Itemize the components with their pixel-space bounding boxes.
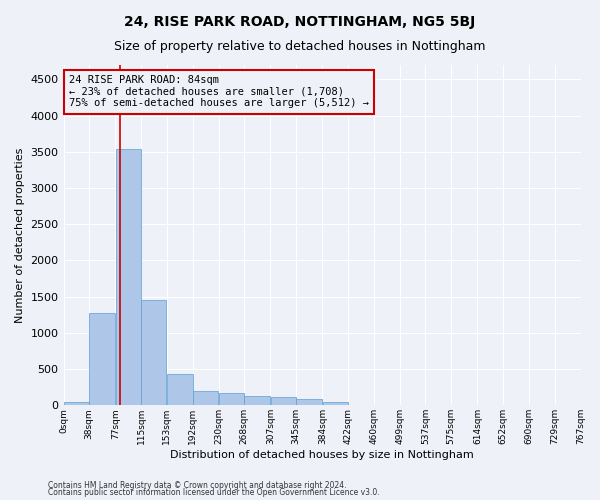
Bar [193, 391, 218, 406]
Text: Size of property relative to detached houses in Nottingham: Size of property relative to detached ho… [114, 40, 486, 53]
Text: Contains HM Land Registry data © Crown copyright and database right 2024.: Contains HM Land Registry data © Crown c… [48, 480, 347, 490]
Bar [296, 400, 322, 406]
Text: Contains public sector information licensed under the Open Government Licence v3: Contains public sector information licen… [48, 488, 380, 497]
Bar [116, 149, 141, 406]
Y-axis label: Number of detached properties: Number of detached properties [15, 148, 25, 323]
Bar [64, 402, 89, 406]
Bar [348, 404, 373, 406]
Bar [167, 374, 193, 406]
Bar [219, 393, 244, 406]
Bar [425, 404, 451, 406]
Bar [89, 314, 115, 406]
Bar [141, 300, 166, 406]
Bar [323, 402, 348, 406]
Bar [271, 396, 296, 406]
Bar [244, 396, 270, 406]
Text: 24, RISE PARK ROAD, NOTTINGHAM, NG5 5BJ: 24, RISE PARK ROAD, NOTTINGHAM, NG5 5BJ [124, 15, 476, 29]
X-axis label: Distribution of detached houses by size in Nottingham: Distribution of detached houses by size … [170, 450, 474, 460]
Text: 24 RISE PARK ROAD: 84sqm
← 23% of detached houses are smaller (1,708)
75% of sem: 24 RISE PARK ROAD: 84sqm ← 23% of detach… [69, 75, 369, 108]
